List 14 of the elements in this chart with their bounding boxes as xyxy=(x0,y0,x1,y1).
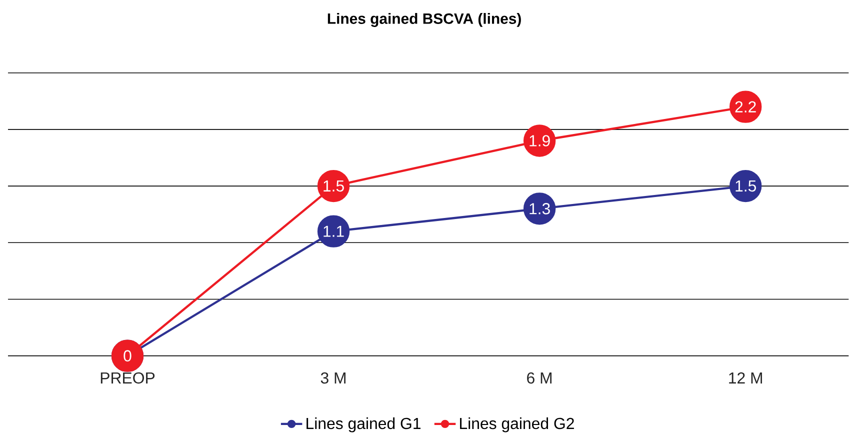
data-label: 2.2 xyxy=(735,101,756,112)
data-label: 1.5 xyxy=(736,180,756,192)
data-label: 1.1 xyxy=(324,226,344,237)
x-tick-label: 3 M xyxy=(320,372,346,384)
x-tick-label: 6 M xyxy=(527,372,552,384)
legend-label: Lines gained G1 xyxy=(306,418,420,432)
data-label: 1.5 xyxy=(324,180,344,192)
x-tick-label: PREOP xyxy=(100,372,155,384)
data-label: 0 xyxy=(124,350,132,362)
chart-title: Lines gained BSCVA (lines) xyxy=(328,13,521,28)
data-label: 1.3 xyxy=(530,203,550,214)
x-tick-label: 12 M xyxy=(729,372,762,384)
data-label: 1.9 xyxy=(530,135,550,147)
legend-label: Lines gained G2 xyxy=(460,418,574,432)
